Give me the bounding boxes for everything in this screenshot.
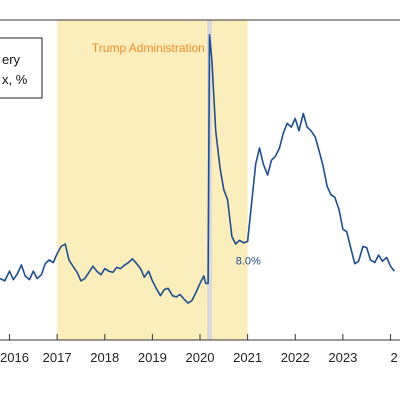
annotations: 8.0% <box>236 255 261 267</box>
x-tick-label: 2016 <box>0 350 29 365</box>
x-tick-label: 2023 <box>328 350 357 365</box>
shade-recession <box>207 20 212 340</box>
shade-trump-administration <box>57 20 248 340</box>
x-tick-label: 2 <box>390 350 397 365</box>
x-tick-label: 2017 <box>43 350 72 365</box>
x-tick-label: 2020 <box>186 350 215 365</box>
series-line <box>0 34 395 304</box>
trump-administration-label: Trump Administration <box>92 41 205 55</box>
x-axis: 2016 2017 2018 2019 2020 2021 2022 2023 2 <box>0 334 398 365</box>
x-tick-label: 2022 <box>281 350 310 365</box>
annotation-label: 8.0% <box>236 255 261 267</box>
legend: ery x, % <box>0 37 43 99</box>
shaded-region-labels: Trump Administration <box>92 41 205 55</box>
legend-box <box>0 37 43 99</box>
x-tick-label: 2021 <box>233 350 262 365</box>
shaded-regions <box>57 20 248 340</box>
x-tick-label: 2018 <box>90 350 119 365</box>
x-tick-label: 2019 <box>138 350 167 365</box>
legend-text-line: x, % <box>2 72 28 87</box>
series-lines <box>0 34 395 304</box>
legend-text-line: ery <box>2 52 21 67</box>
